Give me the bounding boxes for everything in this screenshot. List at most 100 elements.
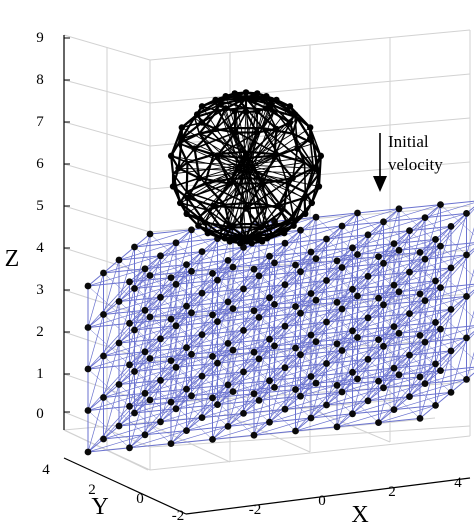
lattice-node [115,256,123,264]
lattice-node [167,274,175,281]
lattice-node [390,364,398,372]
lattice-node [255,397,263,404]
lattice-node [271,342,278,350]
lattice-node [354,209,361,217]
lattice-node [307,331,315,339]
lattice-node [209,270,216,277]
lattice-node [333,423,341,431]
lattice-node [214,276,221,284]
lattice-node [349,285,356,293]
lattice-node [183,427,190,434]
lattice-node [432,360,439,368]
lattice-node [214,318,221,325]
lattice-node [447,389,455,396]
sphere-node [242,108,250,116]
sphere-node [294,145,301,152]
sphere-node [195,222,202,229]
sphere-node [283,219,291,226]
lattice-node [421,214,429,222]
lattice-node [307,290,315,297]
lattice-node [375,419,382,426]
lattice-node [115,422,123,430]
lattice-node [250,390,258,398]
lattice-node [224,423,232,430]
sphere-node [280,229,288,237]
lattice-node [380,218,387,226]
lattice-node [447,306,455,313]
lattice-node [390,281,398,289]
lattice-node [141,389,149,397]
lattice-node [172,239,180,247]
y-tick-2: 2 [88,482,96,498]
sphere-node [259,238,266,245]
lattice-node [333,257,341,265]
lattice-node [146,396,154,404]
lattice-node [131,243,138,251]
sphere-node [268,96,275,104]
lattice-node [229,305,237,312]
lattice-node [131,285,138,292]
lattice-node [266,335,273,343]
lattice-node [447,264,455,272]
lattice-node [281,405,289,413]
lattice-node [364,272,372,280]
sphere-node [271,152,278,159]
sphere-node [167,152,175,160]
sphere-node [308,199,316,207]
y-axis-title: Y [91,494,108,520]
lattice-node [297,309,304,317]
z-tick-7: 7 [36,114,44,130]
sphere-node [222,92,229,100]
lattice-node [375,294,382,302]
y-tick-4: 4 [42,462,50,478]
lattice-node [292,427,299,435]
lattice-node [146,230,154,238]
lattice-node [297,351,304,359]
lattice-node [183,385,190,393]
x-tick-0: 0 [318,493,326,509]
y-axis-tick-labels: 4 2 0 -2 [42,462,184,524]
lattice-node [100,269,107,277]
sphere-node [254,107,261,115]
lattice-node [271,301,278,308]
lattice-node [333,381,341,389]
lattice-node [115,298,123,305]
lattice-node [349,410,356,418]
z-axis-title: Z [5,246,20,272]
lattice-node [312,296,320,304]
z-tick-5: 5 [36,198,44,214]
lattice-node [172,363,180,371]
sphere-node [210,202,217,209]
sphere-node [286,103,294,110]
lattice-node [421,338,429,346]
lattice-node [209,353,216,360]
lattice-node [229,263,237,271]
sphere-node [231,129,239,136]
sphere-node [263,92,270,100]
lattice-node [266,418,273,426]
lattice-node [183,261,190,268]
lattice-node [229,346,237,354]
lattice-node [333,298,341,306]
lattice-node [292,386,299,393]
lattice-node [167,440,175,447]
sphere-node [254,90,261,97]
y-tick-neg2: -2 [172,508,185,524]
x-tick-2: 2 [388,484,396,500]
lattice-node [354,292,361,300]
lattice-node [395,371,403,379]
lattice-node [115,339,123,347]
lattice-node [447,347,455,355]
lattice-node [281,322,289,330]
lattice-node [380,342,387,350]
sphere-node [301,194,308,202]
z-tick-4: 4 [36,240,44,256]
lattice-node [84,407,92,414]
sphere-node [231,90,238,97]
lattice-node [390,323,398,330]
lattice-node [126,278,133,286]
lattice-node [229,388,237,395]
lattice-node [198,372,206,380]
lattice-node [307,373,315,380]
z-tick-2: 2 [36,324,44,340]
